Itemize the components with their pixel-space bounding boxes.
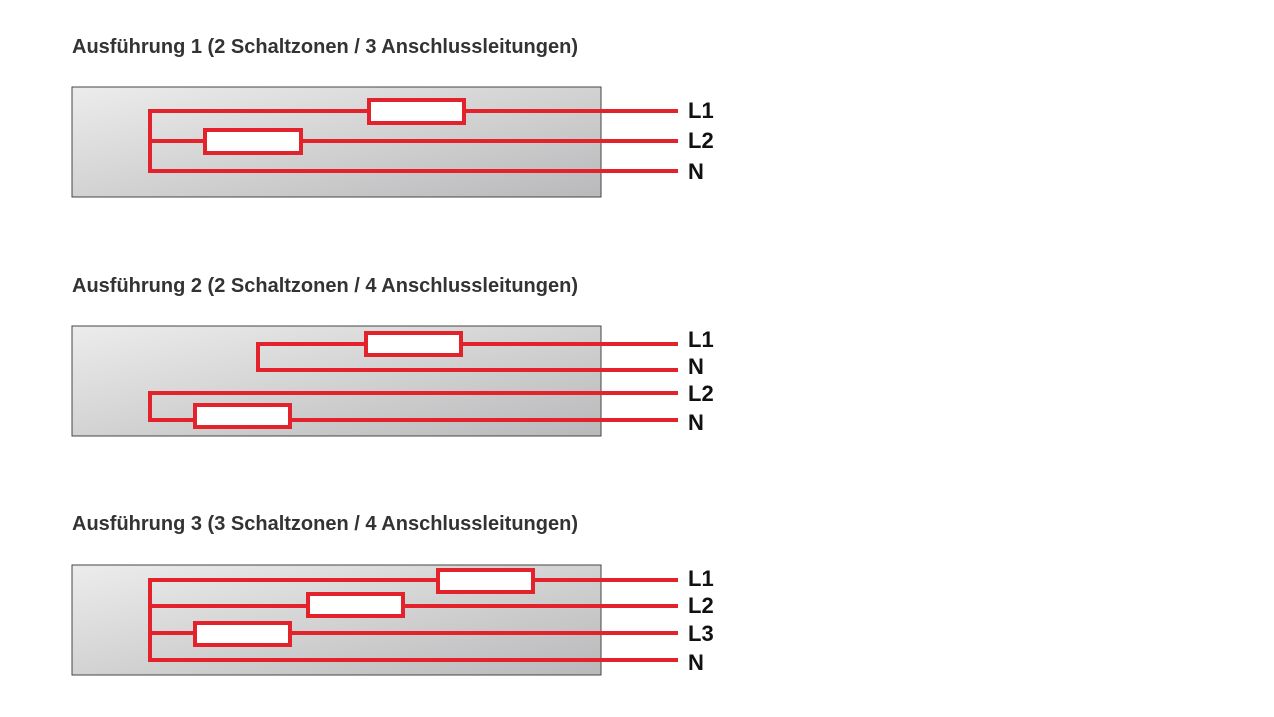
terminal: L2: [688, 593, 714, 618]
wires: [148, 342, 678, 422]
terminal: N: [688, 650, 704, 675]
heater: [367, 98, 466, 125]
heater: [306, 592, 405, 618]
title: Ausführung 3 (3 Schaltzonen / 4 Anschlus…: [72, 513, 578, 535]
diagram-1: Ausführung 1 (2 Schaltzonen / 3 Anschlus…: [71, 36, 714, 198]
terminal: L1: [688, 327, 714, 352]
heater: [203, 128, 303, 155]
terminal: L1: [688, 98, 714, 123]
terminal: L1: [688, 566, 714, 591]
heater: [193, 403, 292, 429]
title: Ausführung 1 (2 Schaltzonen / 3 Anschlus…: [72, 36, 578, 58]
terminal: N: [688, 354, 704, 379]
terminal: L2: [688, 381, 714, 406]
terminal: N: [688, 410, 704, 435]
heater: [193, 621, 292, 647]
terminal: N: [688, 159, 704, 184]
wires: [148, 578, 678, 662]
diagram-2: Ausführung 2 (2 Schaltzonen / 4 Anschlus…: [71, 275, 714, 437]
diagram-3: Ausführung 3 (3 Schaltzonen / 4 Anschlus…: [71, 513, 714, 676]
terminal: L3: [688, 621, 714, 646]
heater: [364, 331, 463, 357]
heater: [436, 568, 535, 594]
title: Ausführung 2 (2 Schaltzonen / 4 Anschlus…: [72, 275, 578, 297]
terminal: L2: [688, 128, 714, 153]
